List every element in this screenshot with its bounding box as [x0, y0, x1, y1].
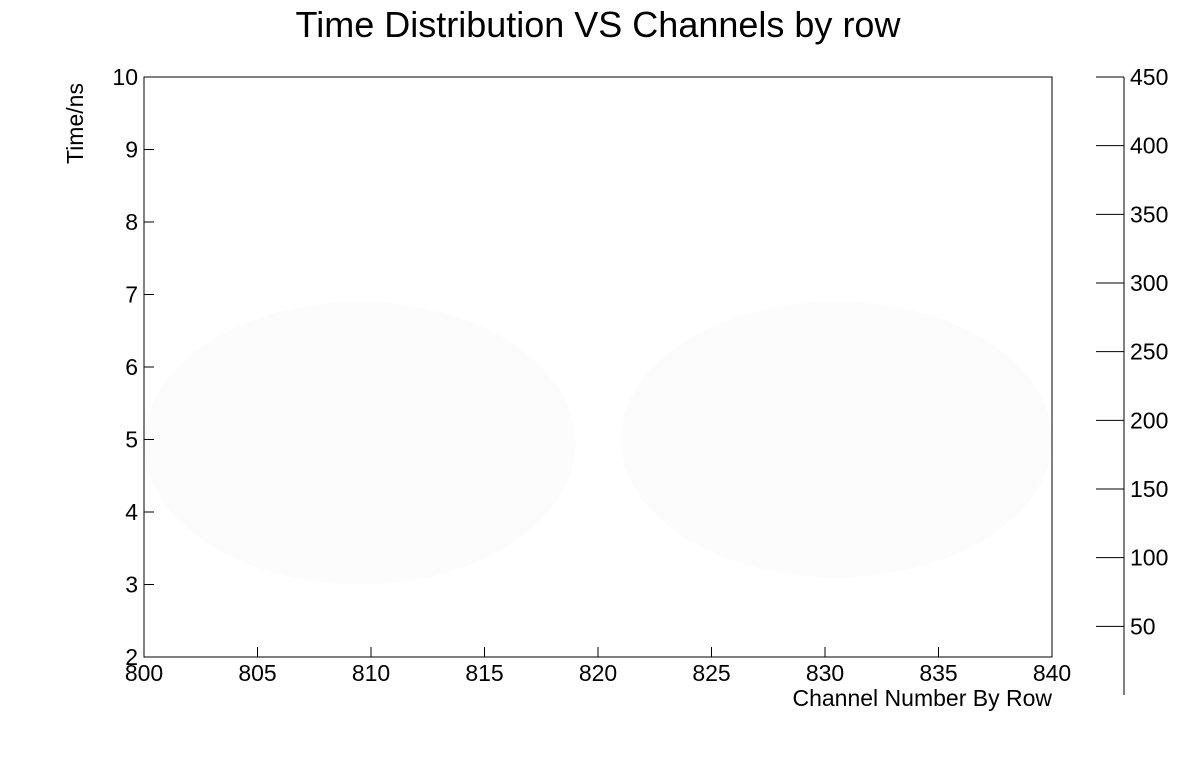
x-tick-label: 805	[238, 660, 276, 686]
colorbar-tick-label: 150	[1130, 476, 1168, 502]
x-tick-label: 835	[919, 660, 957, 686]
x-tick-label: 820	[579, 660, 617, 686]
x-tick-label: 800	[125, 660, 163, 686]
colorbar-tick-label: 100	[1130, 545, 1168, 571]
x-tick-label: 840	[1033, 660, 1071, 686]
colorbar-tick-label: 50	[1130, 613, 1156, 639]
y-tick-label: 9	[125, 137, 138, 163]
y-tick-label: 5	[125, 427, 138, 453]
x-tick-label: 810	[352, 660, 390, 686]
colorbar-tick-label: 200	[1130, 407, 1168, 433]
heatmap-region-2	[620, 301, 1052, 578]
x-tick-label: 825	[692, 660, 730, 686]
y-axis-ticks: 2 3 4 5 6 7 8 9 10	[112, 64, 154, 670]
heatmap-region-1	[144, 301, 576, 585]
y-tick-label: 6	[125, 354, 138, 380]
x-tick-label: 830	[806, 660, 844, 686]
colorbar-ticks: 50 100 150 200 250 300 350 400 450	[1096, 64, 1168, 639]
x-tick-label: 815	[465, 660, 503, 686]
heatmap-regions	[144, 301, 1052, 585]
x-axis-ticks: 800 805 810 815 820 825 830 835 840	[125, 647, 1071, 686]
y-axis-label: Time/ns	[62, 83, 88, 164]
colorbar-tick-label: 250	[1130, 339, 1168, 365]
colorbar-tick-label: 350	[1130, 201, 1168, 227]
y-tick-label: 2	[125, 644, 138, 670]
colorbar-tick-label: 450	[1130, 64, 1168, 90]
y-tick-label: 3	[125, 572, 138, 598]
y-tick-label: 7	[125, 282, 138, 308]
colorbar-tick-label: 300	[1130, 270, 1168, 296]
y-tick-label: 4	[125, 499, 138, 525]
y-tick-label: 10	[112, 64, 138, 90]
x-axis-label: Channel Number By Row	[792, 685, 1052, 711]
y-tick-label: 8	[125, 209, 138, 235]
colorbar-tick-label: 400	[1130, 133, 1168, 159]
chart-title: Time Distribution VS Channels by row	[296, 4, 902, 45]
